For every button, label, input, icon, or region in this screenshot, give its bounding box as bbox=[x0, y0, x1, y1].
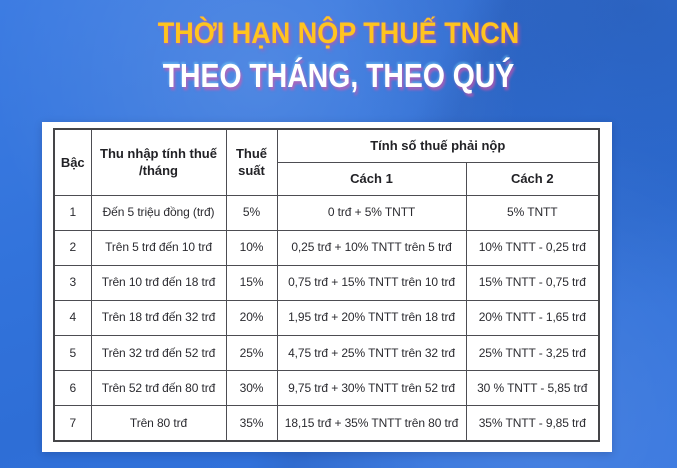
income-cell: Trên 10 trđ đến 18 trđ bbox=[90, 264, 227, 301]
method1-cell: 0,75 trđ + 15% TNTT trên 10 trđ bbox=[276, 264, 467, 301]
header-row-1: Bậc Thu nhập tính thuế /tháng Thuế suất … bbox=[53, 128, 600, 196]
table-body: 1 Đến 5 triệu đồng (trđ) 5% 0 trđ + 5% T… bbox=[53, 194, 600, 442]
income-cell: Trên 32 trđ đến 52 trđ bbox=[90, 335, 227, 372]
method1-cell: 1,95 trđ + 20% TNTT trên 18 trđ bbox=[276, 299, 467, 337]
method2-cell: 35% TNTT - 9,85 trđ bbox=[465, 405, 600, 442]
method1-cell: 0 trđ + 5% TNTT bbox=[276, 194, 467, 231]
title-line-2: THEO THÁNG, THEO QUÝ bbox=[162, 56, 515, 94]
rate-cell: 35% bbox=[225, 405, 278, 442]
rate-cell: 25% bbox=[225, 335, 278, 372]
income-cell: Trên 18 trđ đến 32 trđ bbox=[90, 299, 227, 337]
income-cell: Trên 52 trđ đến 80 trđ bbox=[90, 370, 227, 407]
table-row: 5 Trên 32 trđ đến 52 trđ 25% 4,75 trđ + … bbox=[53, 335, 600, 372]
method2-cell: 5% TNTT bbox=[465, 194, 600, 231]
method2-cell: 30 % TNTT - 5,85 trđ bbox=[465, 370, 600, 407]
table-row: 7 Trên 80 trđ 35% 18,15 trđ + 35% TNTT t… bbox=[53, 405, 600, 442]
title-line-1: THỜI HẠN NỘP THUẾ TNCN bbox=[157, 17, 520, 50]
rate-cell: 30% bbox=[225, 370, 278, 407]
rate-cell: 5% bbox=[225, 194, 278, 231]
table-row: 4 Trên 18 trđ đến 32 trđ 20% 1,95 trđ + … bbox=[53, 299, 600, 337]
level-cell: 6 bbox=[53, 370, 92, 407]
table-panel: Bậc Thu nhập tính thuế /tháng Thuế suất … bbox=[42, 122, 612, 452]
table-row: 3 Trên 10 trđ đến 18 trđ 15% 0,75 trđ + … bbox=[53, 264, 600, 301]
table-row: 1 Đến 5 triệu đồng (trđ) 5% 0 trđ + 5% T… bbox=[53, 194, 600, 231]
income-cell: Trên 80 trđ bbox=[90, 405, 227, 442]
method1-cell: 18,15 trđ + 35% TNTT trên 80 trđ bbox=[276, 405, 467, 442]
header-level: Bậc bbox=[53, 128, 92, 196]
level-cell: 7 bbox=[53, 405, 92, 442]
income-cell: Đến 5 triệu đồng (trđ) bbox=[90, 194, 227, 231]
level-cell: 5 bbox=[53, 335, 92, 372]
level-cell: 3 bbox=[53, 264, 92, 301]
header-method-1: Cách 1 bbox=[276, 161, 467, 196]
header-rate: Thuế suất bbox=[225, 128, 278, 196]
table-row: 2 Trên 5 trđ đến 10 trđ 10% 0,25 trđ + 1… bbox=[53, 229, 600, 266]
table-header: Bậc Thu nhập tính thuế /tháng Thuế suất … bbox=[53, 128, 600, 196]
title-block: THỜI HẠN NỘP THUẾ TNCN THEO THÁNG, THEO … bbox=[0, 17, 677, 95]
tax-rate-table: Bậc Thu nhập tính thuế /tháng Thuế suất … bbox=[53, 128, 601, 442]
method2-cell: 25% TNTT - 3,25 trđ bbox=[465, 335, 600, 372]
level-cell: 4 bbox=[53, 299, 92, 337]
income-cell: Trên 5 trđ đến 10 trđ bbox=[90, 229, 227, 266]
rate-cell: 20% bbox=[225, 299, 278, 337]
header-income: Thu nhập tính thuế /tháng bbox=[90, 128, 227, 196]
level-cell: 2 bbox=[53, 229, 92, 266]
method1-cell: 9,75 trđ + 30% TNTT trên 52 trđ bbox=[276, 370, 467, 407]
level-cell: 1 bbox=[53, 194, 92, 231]
table-row: 6 Trên 52 trđ đến 80 trđ 30% 9,75 trđ + … bbox=[53, 370, 600, 407]
header-method-group: Tính số thuế phải nộp bbox=[276, 128, 600, 163]
rate-cell: 10% bbox=[225, 229, 278, 266]
method1-cell: 0,25 trđ + 10% TNTT trên 5 trđ bbox=[276, 229, 467, 266]
method2-cell: 10% TNTT - 0,25 trđ bbox=[465, 229, 600, 266]
header-row-2: Cách 1 Cách 2 bbox=[54, 161, 600, 196]
header-method-2: Cách 2 bbox=[465, 161, 600, 196]
method1-cell: 4,75 trđ + 25% TNTT trên 32 trđ bbox=[276, 335, 467, 372]
method2-cell: 15% TNTT - 0,75 trđ bbox=[465, 264, 600, 301]
method2-cell: 20% TNTT - 1,65 trđ bbox=[465, 299, 600, 337]
rate-cell: 15% bbox=[225, 264, 278, 301]
